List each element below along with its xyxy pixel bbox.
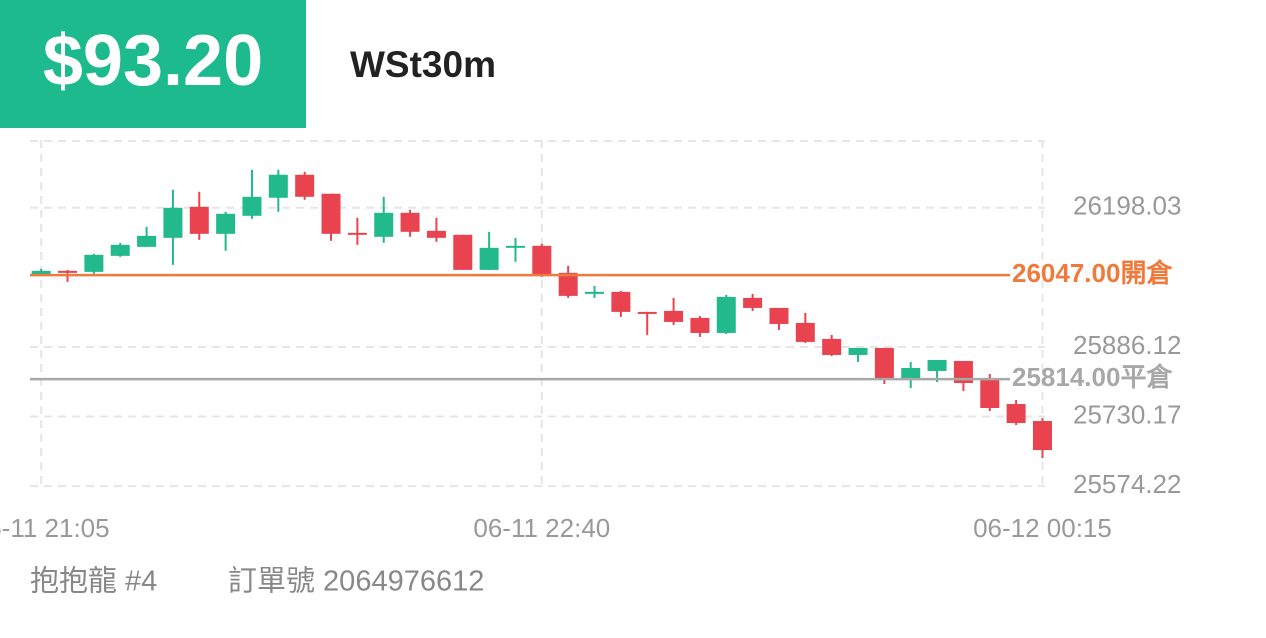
x-tick-label: 06-12 00:15 <box>973 513 1112 543</box>
y-tick-label: 26198.03 <box>1073 191 1181 221</box>
candle-body <box>611 291 631 312</box>
player-name: 抱抱龍 #4 <box>30 565 157 598</box>
candle-body <box>795 322 815 342</box>
candle-body <box>321 193 341 234</box>
x-tick-label: 06-11 21:05 <box>0 513 110 543</box>
candle-body <box>637 311 657 314</box>
candle-body <box>216 213 236 234</box>
candle-body <box>31 270 51 275</box>
candle-body <box>189 206 209 234</box>
candle-body <box>58 270 78 273</box>
y-tick-label: 25730.17 <box>1073 399 1181 429</box>
candle-body <box>769 307 789 324</box>
candle-body <box>163 207 183 238</box>
candle-body <box>716 296 736 333</box>
candle-body <box>295 174 315 197</box>
price-badge <box>0 0 306 128</box>
candle-body <box>585 291 605 294</box>
price: $93.20 <box>43 21 263 101</box>
x-tick-label: 06-11 22:40 <box>473 513 610 543</box>
candle-body <box>84 254 104 272</box>
candle-body <box>374 212 394 237</box>
candle-body <box>664 310 684 322</box>
candle-body <box>110 244 130 256</box>
candle-body <box>901 367 921 379</box>
candle-body <box>453 234 473 270</box>
candle-body <box>347 232 367 235</box>
candle-body <box>874 347 894 380</box>
y-tick-label: 25886.12 <box>1073 330 1181 360</box>
open-line-label: 26047.00開倉 <box>1012 258 1173 288</box>
candle-body <box>848 347 868 355</box>
candle-body <box>1032 421 1052 451</box>
candle-body <box>532 245 552 275</box>
candle-body <box>137 235 157 247</box>
candle-body <box>822 338 842 355</box>
candle-body <box>268 174 288 198</box>
close-line-label: 25814.00平倉 <box>1012 362 1173 392</box>
candle-body <box>953 360 973 384</box>
y-tick-label: 25574.22 <box>1073 469 1181 499</box>
candle-body <box>927 359 947 371</box>
candle-body <box>980 379 1000 409</box>
candle-body <box>743 297 763 308</box>
candle-body <box>426 230 446 238</box>
candle-body <box>558 272 578 296</box>
candle-body <box>479 247 499 270</box>
order-number: 訂單號 2064976612 <box>228 565 484 598</box>
candle-body <box>690 317 710 333</box>
candle-body <box>242 196 262 216</box>
candle-body <box>505 245 525 248</box>
chart-title: WSt30m <box>350 44 496 85</box>
candle-body <box>1006 404 1026 424</box>
candle-body <box>400 212 420 232</box>
